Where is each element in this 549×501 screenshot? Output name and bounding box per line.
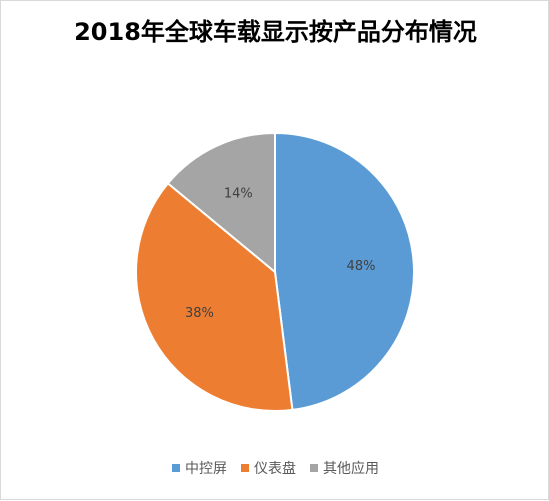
- legend-swatch-3: [310, 464, 318, 472]
- pie-slices: [135, 132, 415, 412]
- chart-title: 2018年全球车载显示按产品分布情况: [74, 18, 477, 46]
- legend-label-2: 仪表盘: [254, 461, 296, 477]
- legend-item-1: 中控屏: [172, 458, 227, 478]
- legend-swatch-1: [172, 464, 180, 472]
- pie-slice-3: [166, 132, 276, 273]
- legend-item-2: 仪表盘: [241, 458, 296, 478]
- legend-swatch-2: [241, 464, 249, 472]
- legend-label-1: 中控屏: [185, 461, 227, 477]
- data-label-2: 38%: [185, 306, 214, 321]
- pie-slice-1: [274, 132, 415, 411]
- legend-label-3: 其他应用: [323, 461, 379, 477]
- pie-slice-2: [135, 182, 294, 412]
- pie-labels: 48% 38% 14%: [185, 187, 375, 321]
- data-label-3: 14%: [224, 187, 253, 202]
- legend-item-3: 其他应用: [310, 458, 379, 478]
- data-label-1: 48%: [347, 259, 376, 274]
- legend: 中控屏 仪表盘 其他应用: [1, 458, 549, 478]
